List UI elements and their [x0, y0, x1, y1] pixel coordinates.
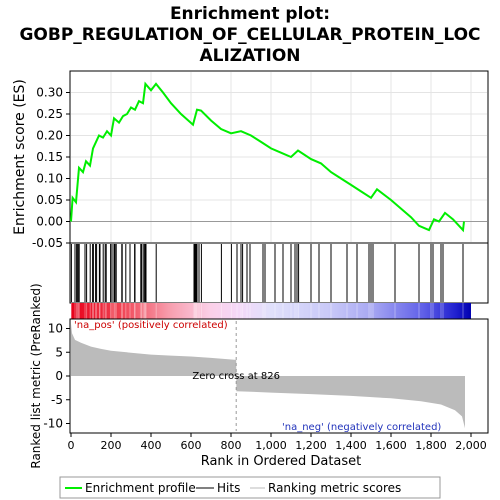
es-gridlines: [71, 72, 487, 242]
legend-enrichment-label: Enrichment profile: [85, 481, 196, 495]
x-tick-label: 200: [101, 439, 122, 452]
x-tick-label: 1,400: [335, 439, 367, 452]
x-axis-label: Rank in Ordered Dataset: [201, 454, 362, 469]
es-y-tick-label: 0.20: [36, 129, 63, 143]
es-y-ticks: -0.05 0.00 0.05 0.10 0.15 0.20 0.25 0.30: [32, 86, 70, 250]
es-y-tick-label: 0.25: [36, 107, 63, 121]
x-tick-label: 1,000: [255, 439, 287, 452]
ranked-y-tick-label: 5: [55, 345, 63, 359]
hit-markers: [70, 244, 464, 302]
chart-title-line-2: GOBP_REGULATION_OF_CELLULAR_PROTEIN_LOC: [19, 25, 480, 45]
zero-cross-label: Zero cross at 826: [192, 371, 280, 382]
es-y-tick-label: 0.05: [36, 193, 63, 207]
hits-panel-frame: [69, 242, 489, 304]
es-y-tick-label: 0.15: [36, 150, 63, 164]
ranked-y-tick-label: 0: [55, 369, 63, 383]
ranked-y-tick-label: -10: [43, 417, 63, 431]
es-y-tick-label: 0.10: [36, 172, 63, 186]
x-tick-label: 1,800: [415, 439, 447, 452]
es-y-tick-label: -0.05: [32, 236, 63, 250]
rank-color-band: [71, 303, 471, 319]
es-y-axis-label: Enrichment score (ES): [12, 79, 28, 235]
es-y-tick-label: 0.00: [36, 215, 63, 229]
x-tick-label: 800: [221, 439, 242, 452]
positive-correlation-label: 'na_pos' (positively correlated): [74, 320, 228, 331]
x-axis-ticks: 0 200 400 600 800 1,000 1,200 1,400 1,600 1,800 2,…: [68, 433, 487, 452]
chart-title-line-3: ALIZATION: [199, 46, 300, 66]
x-tick-label: 2,000: [455, 439, 487, 452]
ranked-y-tick-label: 10: [48, 322, 63, 336]
rank-color-band-ticks: [70, 303, 464, 319]
ranking-metric-area: [71, 323, 465, 429]
ranked-y-ticks: 10 5 0 -5 -10: [43, 322, 70, 431]
legend-ranking-label: Ranking metric scores: [268, 481, 401, 495]
es-y-tick-label: 0.30: [36, 86, 63, 100]
enrichment-profile-line: [70, 81, 465, 233]
negative-correlation-label: 'na_neg' (negatively correlated): [282, 422, 441, 433]
ranked-y-axis-label: Ranked list metric (PreRanked): [29, 283, 43, 468]
legend-hits-label: Hits: [217, 481, 240, 495]
x-tick-label: 1,200: [295, 439, 327, 452]
x-tick-label: 1,600: [375, 439, 407, 452]
ranked-y-tick-label: -5: [51, 393, 63, 407]
x-tick-label: 600: [181, 439, 202, 452]
x-tick-label: 400: [141, 439, 162, 452]
x-tick-label: 0: [68, 439, 75, 452]
chart-title-line-1: Enrichment plot:: [170, 4, 330, 24]
